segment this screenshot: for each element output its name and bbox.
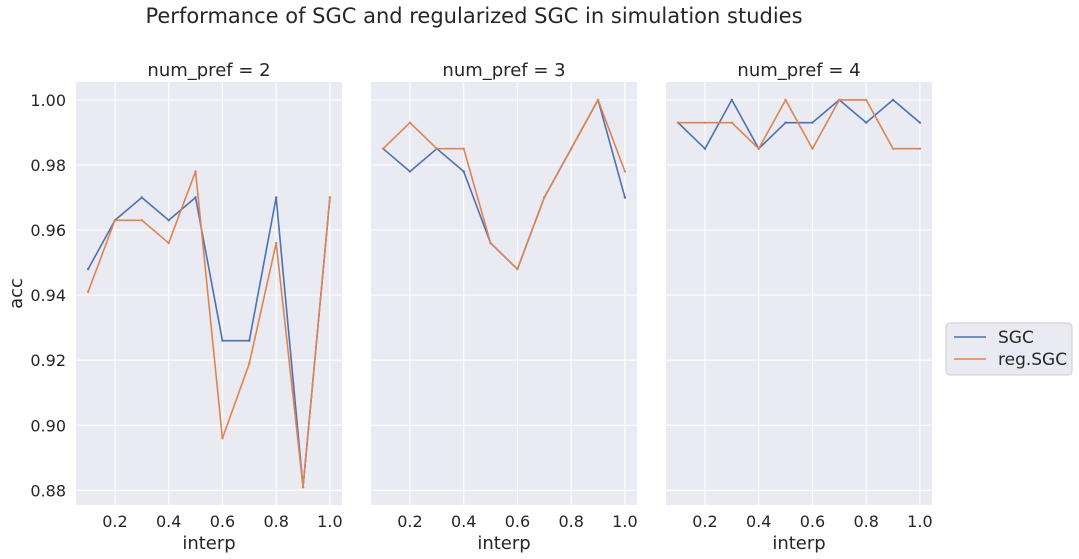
panel-title: num_pref = 4 [737,60,860,81]
x-tick-label: 0.4 [746,512,771,531]
x-axis-label: interp [182,533,235,554]
data-point-sgc [784,121,787,124]
data-point-reg-sgc [623,170,627,173]
panel-background [666,82,932,505]
figure-title: Performance of SGC and regularized SGC i… [145,4,802,28]
x-tick-label: 1.0 [612,512,637,531]
x-tick-label: 1.0 [317,512,342,531]
data-point-sgc [86,267,90,271]
x-tick-label: 0.2 [102,512,127,531]
data-point-sgc [194,196,197,199]
data-point-reg-sgc [301,485,305,489]
x-tick-label: 0.6 [505,512,530,531]
data-point-reg-sgc [167,241,170,245]
panel-background [371,82,637,505]
data-point-reg-sgc [462,147,465,150]
y-tick-label: 0.98 [30,156,66,175]
data-point-sgc [623,196,627,199]
panel-3: 0.2 0.4 0.6 0.8 1.0 num_pref = 4 interp [666,60,933,554]
panel-title: num_pref = 3 [442,60,565,81]
data-point-reg-sgc [435,147,439,150]
series-line-reg-sgc [87,170,331,488]
legend-label-sgc: SGC [998,328,1034,348]
data-point-reg-sgc [221,437,224,440]
x-tick-label: 0.2 [692,512,717,531]
x-tick-label: 0.8 [263,512,288,531]
data-point-sgc [864,121,868,124]
series-line-reg-sgc [678,99,920,150]
data-point-sgc [730,98,734,102]
data-point-sgc [891,98,895,102]
y-axis-label: acc [6,278,27,309]
x-tick-label: 0.2 [397,512,422,531]
data-point-reg-sgc [891,147,895,150]
x-tick-label: 0.8 [853,512,878,531]
panel-title: num_pref = 2 [147,60,270,81]
y-tick-label: 1.00 [30,91,66,110]
data-point-reg-sgc [516,267,519,271]
data-point-reg-sgc [784,98,787,102]
panels: 0.2 0.4 0.6 0.8 1.0 0.88 0.90 0.92 0.94 0.96 0.98 1… [6,60,933,554]
y-tick-label: 0.96 [30,221,66,240]
y-tick-label: 0.88 [30,481,66,500]
data-point-sgc [811,121,814,124]
data-point-reg-sgc [328,196,332,199]
data-point-reg-sgc [811,147,814,150]
data-point-sgc [918,121,922,124]
x-axis-label: interp [772,533,825,554]
series-line-reg-sgc [382,99,626,270]
data-point-reg-sgc [596,98,600,102]
legend-label-reg-sgc: reg.SGC [998,350,1067,370]
panel-1: 0.2 0.4 0.6 0.8 1.0 0.88 0.90 0.92 0.94 0.96 0.98 1… [6,60,343,554]
data-point-reg-sgc [408,121,412,124]
x-tick-label: 0.6 [800,512,825,531]
data-point-reg-sgc [569,147,573,150]
data-point-reg-sgc [86,290,90,294]
data-point-sgc [167,219,170,222]
x-axis-label: interp [477,533,530,554]
data-point-sgc [274,196,278,199]
series-line-sgc [87,196,331,488]
data-point-reg-sgc [489,241,492,245]
panel-2: 0.2 0.4 0.6 0.8 1.0 num_pref = 3 interp [371,60,638,554]
data-point-reg-sgc [248,362,251,365]
x-tick-label: 0.8 [558,512,583,531]
data-point-reg-sgc [757,147,760,150]
data-point-reg-sgc [274,241,278,245]
data-point-reg-sgc [864,98,868,102]
data-point-reg-sgc [730,121,734,124]
data-point-sgc [462,170,465,173]
legend: SGC reg.SGC [945,322,1073,376]
data-point-sgc [408,170,412,173]
data-point-sgc [221,339,224,342]
data-point-sgc [140,196,144,199]
y-tick-label: 0.94 [30,286,66,305]
data-point-reg-sgc [703,121,707,124]
data-point-reg-sgc [918,147,922,150]
data-point-reg-sgc [140,219,144,222]
x-tick-label: 0.4 [156,512,181,531]
y-tick-label: 0.90 [30,416,66,435]
data-point-reg-sgc [194,170,197,173]
x-tick-label: 1.0 [907,512,932,531]
data-point-reg-sgc [113,219,117,222]
x-tick-label: 0.4 [451,512,476,531]
data-point-reg-sgc [838,98,841,102]
data-point-reg-sgc [543,196,546,199]
data-point-sgc [248,339,251,342]
y-tick-label: 0.92 [30,351,66,370]
panel-background [76,82,342,505]
x-tick-label: 0.6 [210,512,235,531]
legend-box [945,322,1073,376]
data-point-reg-sgc [381,147,385,150]
data-point-sgc [703,147,707,150]
data-point-reg-sgc [676,121,680,124]
